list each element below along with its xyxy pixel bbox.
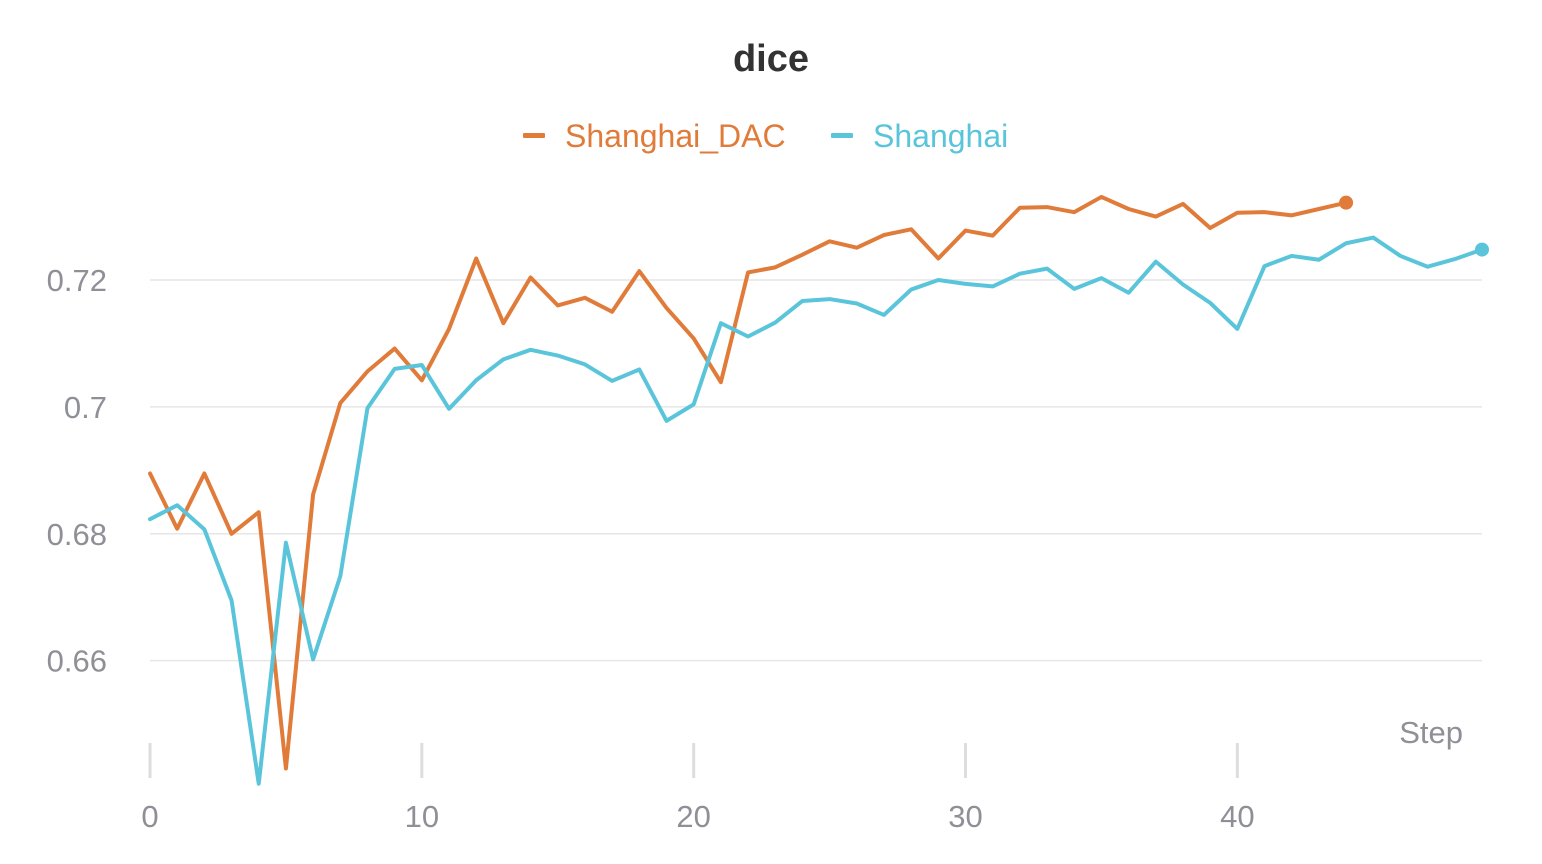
y-tick-label: 0.7 [64,390,107,425]
x-tick-label: 40 [1220,799,1254,834]
y-tick-label: 0.68 [47,517,107,552]
series-line[interactable] [148,235,1484,786]
legend-item[interactable]: Shanghai [831,118,1008,154]
x-tick-label: 0 [141,799,158,834]
x-tick-label: 20 [676,799,710,834]
y-axis: 0.66 0.68 0.7 0.72 [47,263,107,679]
series-end-point[interactable] [1475,242,1489,257]
series-shanghai-dac[interactable] [148,194,1354,771]
legend-item[interactable]: Shanghai_DAC [523,118,786,154]
series-line[interactable] [148,194,1349,771]
legend-swatch [523,133,545,138]
series-layer[interactable] [148,194,1489,786]
chart-title: dice [733,38,809,80]
series-shanghai[interactable] [148,235,1489,786]
series-end-point[interactable] [1339,195,1354,210]
legend-label: Shanghai_DAC [565,118,786,154]
grid [150,279,1482,662]
x-tick-label: 30 [948,799,982,834]
y-tick-label: 0.66 [47,644,107,679]
legend-label: Shanghai [873,118,1008,154]
legend-swatch [831,133,853,138]
legend[interactable]: Shanghai_DAC Shanghai [523,118,1008,154]
x-axis-label: Step [1399,715,1463,750]
x-tick-label: 10 [405,799,439,834]
y-tick-label: 0.72 [47,263,107,298]
x-axis: 0 10 20 30 40 [141,743,1255,834]
